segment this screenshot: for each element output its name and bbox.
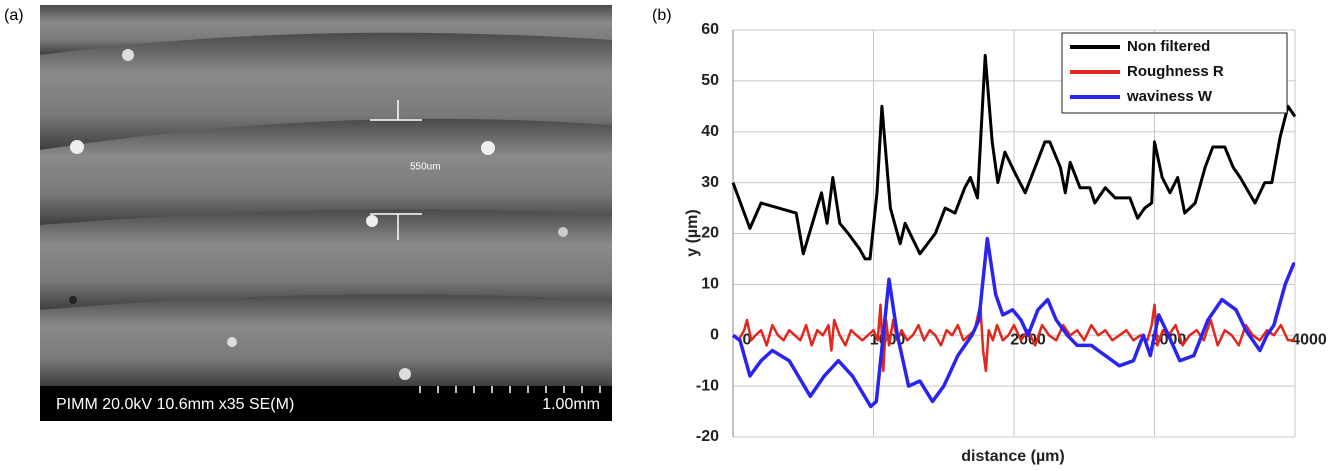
info-bar: PIMM 20.0kV 10.6mm x35 SE(M) — [56, 396, 294, 413]
series-line — [731, 53, 1297, 261]
annotation: 550um — [410, 162, 441, 173]
y-tick-label: 30 — [701, 174, 719, 191]
y-tick-label: -10 — [696, 377, 719, 394]
x-tick-label: 4000 — [1291, 331, 1327, 348]
legend-label: waviness W — [1126, 88, 1213, 105]
y-axis-title: y (µm) — [684, 209, 701, 256]
y-tick-label: -20 — [696, 428, 719, 445]
panel-label: (a) — [4, 7, 24, 24]
y-tick-label: 20 — [701, 225, 719, 242]
sem-image — [40, 5, 612, 421]
y-tick-label: 60 — [701, 21, 719, 38]
legend-label: Roughness R — [1127, 63, 1224, 80]
x-tick-label: 0 — [743, 331, 752, 348]
x-axis-title: distance (µm) — [961, 448, 1064, 465]
series-line — [731, 236, 1296, 409]
legend-label: Non filtered — [1127, 38, 1210, 55]
y-tick-label: 0 — [710, 326, 719, 343]
y-tick-label: 10 — [701, 276, 719, 293]
y-tick-label: 50 — [701, 72, 719, 89]
series-line — [732, 303, 1295, 373]
y-tick-label: 40 — [701, 123, 719, 140]
panel-label: (b) — [652, 7, 672, 24]
scale-bar-label: 1.00mm — [542, 396, 600, 413]
